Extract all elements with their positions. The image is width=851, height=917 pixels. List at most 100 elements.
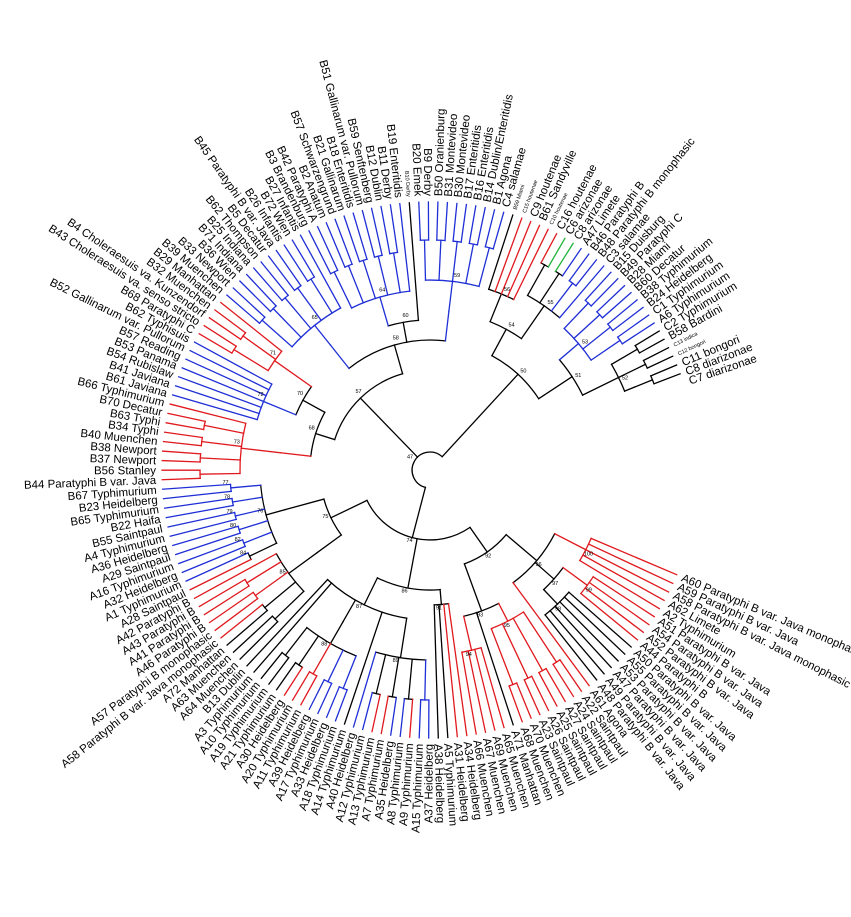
branch-106 [275, 661, 297, 691]
branch-arc-182 [202, 420, 206, 431]
branch-arc-0 [411, 451, 444, 489]
leaf-label: B50 Oranienburg [433, 108, 448, 196]
branch-63 [443, 603, 459, 738]
branch-141 [185, 552, 249, 582]
leaf-label: A15 Typhimurium [410, 744, 426, 834]
branch-arc-332 [634, 344, 641, 354]
branch-118 [274, 590, 305, 620]
branch-111 [253, 582, 333, 674]
branch-203 [242, 335, 277, 361]
branch-arc-151 [233, 511, 237, 521]
branch-55 [474, 648, 496, 731]
branch-103 [297, 635, 320, 666]
branch-271 [451, 240, 458, 283]
branch-84 [371, 693, 381, 733]
branch-197 [273, 359, 313, 388]
branch-175 [161, 459, 201, 463]
bootstrap-value: 57 [355, 389, 361, 395]
branch-257 [389, 204, 399, 254]
bootstrap-value: 75 [322, 514, 328, 520]
branch-180 [163, 431, 204, 439]
branch-50 [508, 685, 524, 723]
branch-215 [225, 294, 261, 325]
bootstrap-value: 56 [504, 287, 510, 293]
branch-110 [260, 651, 284, 680]
branch-183 [165, 422, 205, 431]
branch-261 [448, 280, 454, 312]
branch-124 [226, 609, 269, 647]
branch-323 [606, 298, 639, 326]
branch-101 [300, 675, 318, 706]
branch-arc-272 [452, 240, 462, 243]
branch-arc-155 [231, 497, 234, 507]
branch-122 [263, 581, 297, 609]
branch-77 [399, 697, 406, 738]
branch-60 [439, 588, 443, 606]
branch-19 [588, 581, 650, 626]
branch-188 [262, 400, 297, 416]
branch-145 [177, 538, 244, 565]
branch-73 [418, 699, 422, 739]
branch-99 [312, 642, 332, 675]
branch-68 [399, 617, 408, 659]
branch-9 [590, 537, 678, 576]
branch-296 [526, 264, 546, 297]
branch-208 [393, 344, 404, 375]
branch-30 [512, 581, 591, 687]
bootstrap-value: 73 [234, 440, 240, 446]
branch-158 [230, 484, 262, 489]
branch-arc-284 [491, 354, 540, 400]
branch-13 [578, 559, 661, 610]
branch-35 [522, 611, 558, 664]
branch-254 [392, 252, 401, 294]
branch-47 [490, 627, 514, 686]
branch-225 [296, 287, 323, 322]
branch-3 [469, 526, 489, 553]
branch-128 [214, 597, 259, 632]
branch-arc-276 [468, 242, 479, 246]
branch-125 [220, 603, 264, 639]
branch-136 [265, 508, 287, 516]
branch-132 [203, 585, 250, 616]
bootstrap-value: 88 [321, 642, 327, 648]
bootstrap-value: 91 [436, 606, 442, 612]
branch-311 [558, 342, 580, 361]
branch-42 [538, 671, 558, 707]
branch-256 [380, 205, 391, 255]
branch-97 [317, 682, 333, 715]
branch-98 [308, 678, 326, 711]
branch-205 [208, 316, 242, 341]
branch-287 [489, 293, 503, 323]
branch-56 [467, 650, 487, 733]
branch-78 [391, 656, 400, 698]
branch-arc-326 [616, 336, 624, 345]
bootstrap-value: 60 [402, 313, 408, 319]
branch-28 [549, 609, 606, 675]
branch-275 [465, 243, 475, 285]
branch-207 [219, 301, 283, 353]
branch-154 [231, 496, 263, 503]
bootstrap-value: 94 [466, 652, 472, 658]
branch-293 [512, 228, 549, 301]
branch-arc-168 [239, 422, 247, 475]
branch-193 [181, 367, 265, 403]
bootstrap-value: 98 [555, 606, 561, 612]
branch-282 [492, 211, 505, 250]
branch-309 [537, 375, 574, 400]
bootstrap-value: 51 [575, 373, 581, 379]
branch-113 [330, 499, 368, 519]
bootstrap-value: 89 [393, 658, 399, 664]
branch-76 [409, 698, 414, 738]
branch-270 [444, 201, 449, 242]
branch-325 [590, 339, 621, 362]
branch-244 [325, 222, 346, 268]
branch-303 [561, 247, 583, 277]
branch-274 [460, 203, 468, 243]
branch-arc-117 [275, 552, 305, 593]
branch-arc-137 [259, 484, 278, 545]
branch-300 [538, 272, 560, 304]
branch-62 [447, 602, 468, 737]
branch-140 [189, 558, 252, 591]
branch-277 [468, 205, 477, 245]
branch-265 [418, 201, 422, 241]
